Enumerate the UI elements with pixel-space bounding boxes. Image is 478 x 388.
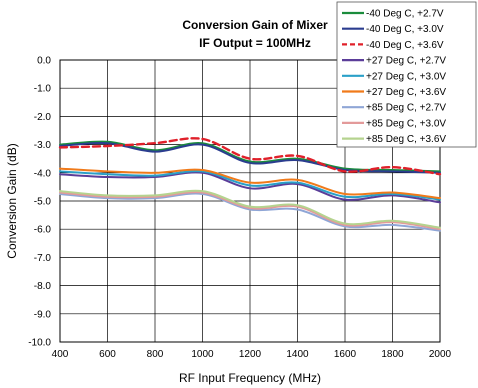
y-tick-label: -1.0 — [34, 84, 52, 95]
series-line-4 — [59, 171, 441, 204]
legend: -40 Deg C, +2.7V -40 Deg C, +3.0V -40 Deg … — [336, 1, 477, 148]
y-tick-label: -4.0 — [34, 168, 52, 179]
y-tick-label: -6.0 — [34, 225, 52, 236]
x-tick-label: 800 — [147, 349, 164, 360]
series-line-9 — [59, 189, 441, 229]
series-line-8 — [59, 191, 441, 231]
chart-title: Conversion Gain of Mixer — [182, 18, 328, 32]
x-tick-label: 1200 — [239, 349, 262, 360]
y-tick-label: 0.0 — [37, 56, 51, 67]
legend-entry: +85 Deg C, +3.0V — [366, 118, 446, 129]
y-tick-label: -8.0 — [34, 281, 52, 292]
legend-entry: +27 Deg C, +3.0V — [366, 71, 446, 82]
legend-items: -40 Deg C, +2.7V -40 Deg C, +3.0V -40 Deg … — [342, 9, 446, 145]
series-line-3 — [58, 137, 442, 176]
x-axis-label: RF Input Frequency (MHz) — [179, 371, 321, 385]
chart-subtitle: IF Output = 100MHz — [199, 36, 311, 50]
x-tick-label: 2000 — [429, 349, 452, 360]
y-tick-label: -9.0 — [34, 309, 52, 320]
x-tick-label: 400 — [52, 349, 69, 360]
y-tick-label: -5.0 — [34, 197, 52, 208]
legend-entry: +85 Deg C, +2.7V — [366, 103, 446, 114]
legend-entry: -40 Deg C, +3.6V — [366, 40, 444, 51]
series-line-6 — [59, 167, 441, 200]
x-tick-labels: 400 600 800 1000 1200 1400 1600 1800 2000 — [52, 349, 452, 360]
legend-entry: +27 Deg C, +2.7V — [366, 56, 446, 67]
x-tick-label: 1800 — [381, 349, 404, 360]
x-tick-label: 1000 — [191, 349, 214, 360]
legend-entry: +27 Deg C, +3.6V — [366, 87, 446, 98]
legend-entry: -40 Deg C, +3.0V — [366, 24, 444, 35]
y-tick-label: -2.0 — [34, 112, 52, 123]
series-line-5 — [59, 170, 441, 201]
legend-entry: +85 Deg C, +3.6V — [366, 134, 446, 145]
series-line-1 — [59, 140, 441, 173]
y-tick-label: -7.0 — [34, 253, 52, 264]
y-tick-label: -3.0 — [34, 140, 52, 151]
legend-entry: -40 Deg C, +2.7V — [366, 9, 444, 20]
x-tick-label: 600 — [99, 349, 116, 360]
x-tick-label: 1600 — [334, 349, 357, 360]
series-layer — [58, 137, 442, 232]
y-axis-label: Conversion Gain (dB) — [5, 143, 19, 258]
y-tick-label: -10.0 — [28, 338, 51, 349]
x-tick-label: 1400 — [286, 349, 309, 360]
y-tick-labels: 0.0 -1.0 -2.0 -3.0 -4.0 -5.0 -6.0 -7.0 -8.0 -9.0 -… — [28, 56, 51, 349]
series-line-7 — [59, 192, 441, 232]
